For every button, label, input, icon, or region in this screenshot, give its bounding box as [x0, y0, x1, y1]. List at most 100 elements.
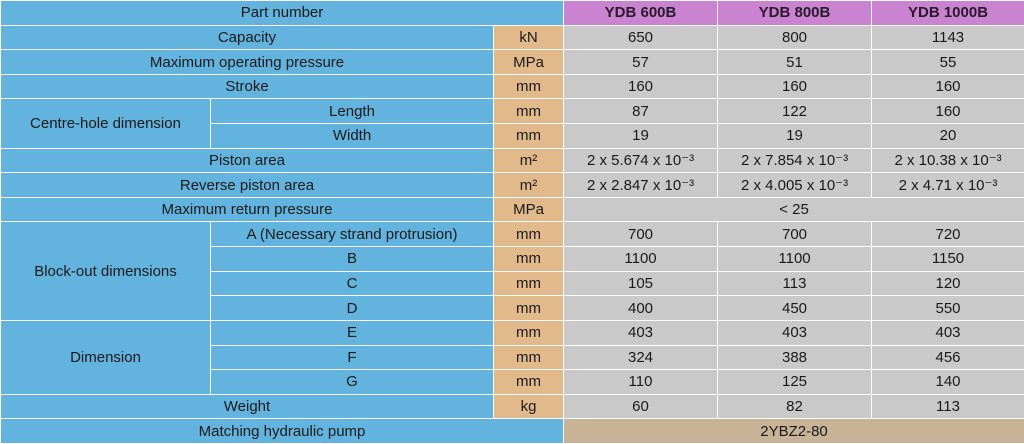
value: 720: [871, 221, 1024, 248]
table-row: Matching hydraulic pump 2YBZ2-80: [0, 418, 1024, 444]
unit: mm: [492, 319, 565, 346]
sub-label: C: [210, 270, 494, 297]
value: 55: [871, 49, 1024, 75]
table-row: Capacity kN 650 800 1143: [0, 24, 1024, 51]
value: 650: [563, 24, 719, 51]
sub-label: E: [210, 319, 494, 346]
value: 120: [871, 270, 1024, 297]
value: 57: [563, 49, 719, 75]
value: 2YBZ2-80: [563, 418, 1024, 444]
table-row: Reverse piston area m² 2 x 2.847 x 10⁻³ 2 x…: [0, 172, 1024, 198]
value: 2 x 7.854 x 10⁻³: [717, 147, 873, 174]
table-row: Block-out dimensions A (Necessary strand …: [0, 221, 1024, 321]
value: 113: [871, 393, 1024, 420]
value: 403: [871, 319, 1024, 346]
value: 1150: [871, 246, 1024, 272]
value: 1143: [871, 24, 1024, 51]
unit: mm: [492, 369, 565, 395]
unit: kg: [492, 393, 565, 420]
value: 19: [563, 123, 719, 149]
row-label: Matching hydraulic pump: [0, 418, 565, 444]
unit: m²: [492, 147, 565, 174]
unit: MPa: [492, 49, 565, 75]
table-row: Stroke mm 160 160 160: [0, 73, 1024, 100]
sub-label: B: [210, 246, 494, 272]
value: 19: [717, 123, 873, 149]
unit: mm: [492, 246, 565, 272]
unit: mm: [492, 221, 565, 248]
value: 160: [563, 73, 719, 100]
value: 2 x 10.38 x 10⁻³: [871, 147, 1024, 174]
sub-label: Length: [210, 98, 494, 125]
value: 324: [563, 344, 719, 371]
value: 87: [563, 98, 719, 125]
value: 388: [717, 344, 873, 371]
value: 450: [717, 295, 873, 321]
value: 2 x 4.005 x 10⁻³: [717, 172, 873, 198]
value: 160: [717, 73, 873, 100]
value: 140: [871, 369, 1024, 395]
table-row: Centre-hole dimension Length mm 87 122 160: [0, 98, 1024, 149]
value: 700: [717, 221, 873, 248]
value: < 25: [563, 196, 1024, 223]
value: 160: [871, 73, 1024, 100]
table-row: Width mm 19 19 20: [1, 123, 1024, 149]
group-label: Block-out dimensions: [0, 221, 211, 321]
value: 51: [717, 49, 873, 75]
value: 122: [717, 98, 873, 125]
table-row: Piston area m² 2 x 5.674 x 10⁻³ 2 x 7.854 x…: [0, 147, 1024, 174]
sub-label: G: [210, 369, 494, 395]
value: 110: [563, 369, 719, 395]
value: 1100: [563, 246, 719, 272]
value: 82: [717, 393, 873, 420]
unit: mm: [492, 123, 565, 149]
sub-label: Width: [210, 123, 494, 149]
value: 700: [563, 221, 719, 248]
value: 20: [871, 123, 1024, 149]
value: 2 x 4.71 x 10⁻³: [871, 172, 1024, 198]
header-label: Part number: [0, 0, 565, 26]
group-label: Centre-hole dimension: [0, 98, 211, 149]
value: 400: [563, 295, 719, 321]
row-label: Maximum operating pressure: [0, 49, 494, 75]
unit: mm: [492, 98, 565, 125]
value: 403: [563, 319, 719, 346]
sub-label: A (Necessary strand protrusion): [210, 221, 494, 248]
value: 105: [563, 270, 719, 297]
table-row: Weight kg 60 82 113: [0, 393, 1024, 420]
value: 1100: [717, 246, 873, 272]
unit: mm: [492, 73, 565, 100]
value: 125: [717, 369, 873, 395]
unit: mm: [492, 295, 565, 321]
unit: mm: [492, 344, 565, 371]
value: 2 x 5.674 x 10⁻³: [563, 147, 719, 174]
table-row: Part number YDB 600B YDB 800B YDB 1000B: [0, 0, 1024, 26]
sub-label: D: [210, 295, 494, 321]
unit: mm: [492, 270, 565, 297]
table-row: Maximum operating pressure MPa 57 51 55: [0, 49, 1024, 75]
row-label: Capacity: [0, 24, 494, 51]
row-label: Maximum return pressure: [0, 196, 494, 223]
model-name: YDB 1000B: [871, 0, 1024, 26]
unit: MPa: [492, 196, 565, 223]
row-label: Weight: [0, 393, 494, 420]
table-row: Maximum return pressure MPa < 25: [0, 196, 1024, 223]
value: 550: [871, 295, 1024, 321]
unit: kN: [492, 24, 565, 51]
model-name: YDB 800B: [717, 0, 873, 26]
row-label: Piston area: [0, 147, 494, 174]
value: 403: [717, 319, 873, 346]
value: 113: [717, 270, 873, 297]
value: 456: [871, 344, 1024, 371]
model-name: YDB 600B: [563, 0, 719, 26]
group-label: Dimension: [0, 319, 211, 395]
unit: m²: [492, 172, 565, 198]
